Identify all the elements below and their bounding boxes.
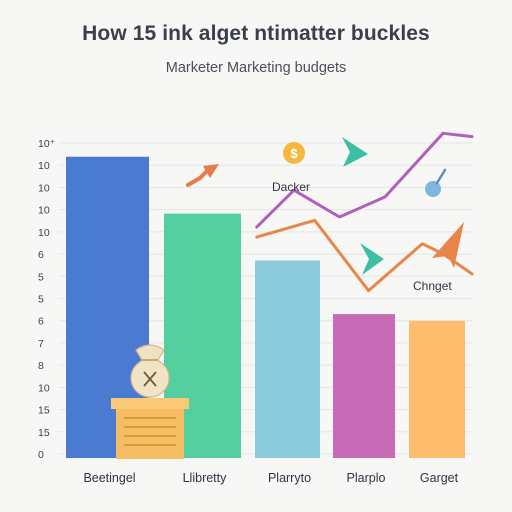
y-tick-label: 15 — [38, 427, 50, 439]
x-tick-label: Beetingel — [83, 471, 135, 485]
svg-text:$: $ — [290, 146, 298, 161]
triangle-icon — [342, 137, 368, 167]
x-tick-label: Garget — [420, 471, 459, 485]
y-tick-label: 0 — [38, 449, 44, 461]
triangle-icon — [360, 243, 384, 275]
y-axis-ticks: 10⁺ 10 10 10 10 6 5 5 6 7 8 10 15 15 0 — [38, 138, 55, 461]
bars — [66, 156, 465, 458]
y-tick-label: 5 — [38, 294, 44, 306]
chart-subtitle: Marketer Marketing budgets — [165, 60, 347, 76]
y-tick-label: 10 — [38, 182, 50, 194]
bar — [333, 314, 395, 458]
annotation-label: Chnget — [413, 279, 452, 293]
bar — [409, 320, 465, 458]
x-tick-label: Llibretty — [183, 471, 228, 485]
arrow-icon — [186, 164, 219, 187]
bar — [255, 260, 320, 458]
y-tick-label: 10 — [38, 382, 50, 394]
x-tick-label: Plarryto — [268, 471, 311, 485]
y-tick-label: 6 — [38, 316, 44, 328]
y-tick-label: 10⁺ — [38, 138, 55, 150]
y-tick-label: 7 — [38, 338, 44, 350]
x-tick-label: Plarplo — [347, 471, 386, 485]
lines — [255, 131, 474, 293]
series-line — [255, 218, 474, 293]
y-tick-label: 6 — [38, 249, 44, 261]
chart-title: How 15 ink alget ntimatter buckles — [82, 22, 430, 45]
y-tick-label: 15 — [38, 405, 50, 417]
triangle-icon — [432, 222, 464, 268]
y-tick-label: 8 — [38, 360, 44, 372]
y-tick-label: 10 — [38, 205, 50, 217]
dollar-coin-icon: $ — [283, 142, 305, 164]
x-axis-labels: Beetingel Llibretty Plarryto Plarplo Garget — [83, 471, 458, 485]
pin-icon — [425, 168, 447, 197]
money-bag-icon — [111, 344, 189, 459]
series-line — [255, 131, 474, 229]
y-tick-label: 5 — [38, 271, 44, 283]
y-tick-label: 10 — [38, 160, 50, 172]
y-tick-label: 10 — [38, 227, 50, 239]
annotation-label: Dacker — [272, 180, 310, 194]
